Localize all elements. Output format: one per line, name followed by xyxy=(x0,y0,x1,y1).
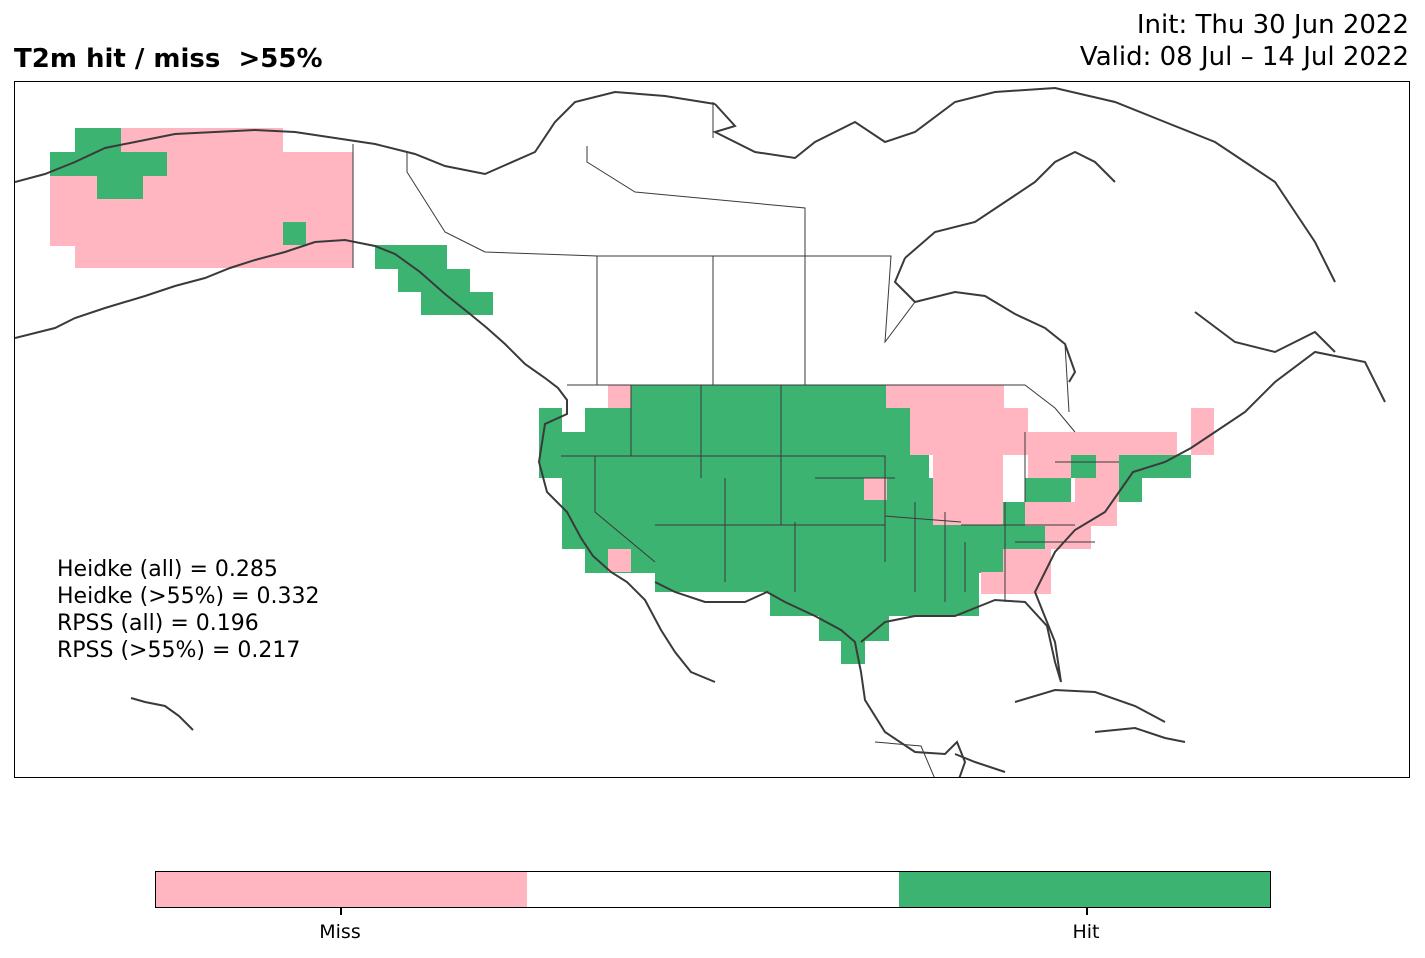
skill-scores: Heidke (all) = 0.285 Heidke (>55%) = 0.3… xyxy=(57,556,320,664)
state-borders xyxy=(352,102,1119,777)
alaska-cells xyxy=(50,128,493,315)
map-title: T2m hit / miss >55% xyxy=(14,44,323,74)
colorbar-neutral-segment xyxy=(527,872,899,907)
init-date: Init: Thu 30 Jun 2022 xyxy=(1136,10,1409,40)
colorbar-label-hit: Hit xyxy=(1072,921,1100,943)
colorbar xyxy=(155,871,1271,908)
coastlines xyxy=(15,86,1386,777)
colorbar-label-miss: Miss xyxy=(319,921,361,943)
us-miss-cells xyxy=(608,385,1214,594)
colorbar-tick-hit xyxy=(1086,908,1088,915)
heidke-55: Heidke (>55%) = 0.332 xyxy=(57,584,320,609)
colorbar-miss-segment xyxy=(156,872,528,907)
colorbar-hit-segment xyxy=(898,872,1270,907)
map-panel xyxy=(14,81,1410,778)
rpss-55: RPSS (>55%) = 0.217 xyxy=(57,638,301,663)
valid-period: Valid: 08 Jul – 14 Jul 2022 xyxy=(1079,42,1409,72)
heidke-all: Heidke (all) = 0.285 xyxy=(57,557,278,582)
map-canvas xyxy=(15,86,1386,777)
rpss-all: RPSS (all) = 0.196 xyxy=(57,611,259,636)
colorbar-tick-miss xyxy=(340,908,342,915)
us-hit-cells xyxy=(539,385,1191,664)
